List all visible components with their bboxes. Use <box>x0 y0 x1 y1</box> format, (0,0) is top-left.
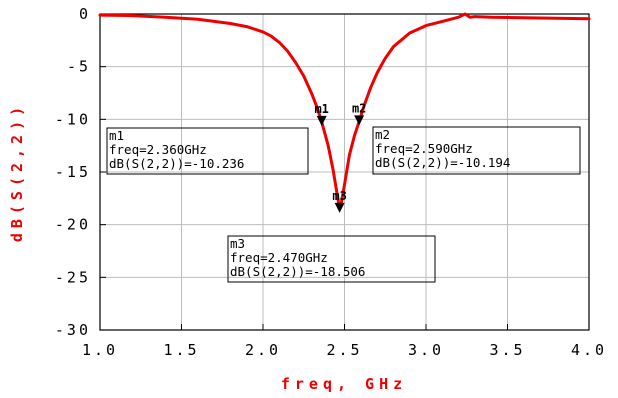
marker-m1-label: m1 <box>314 102 328 116</box>
marker-m3-triangle <box>334 202 345 213</box>
y-tick-label: 0 <box>79 5 91 23</box>
x-tick-label: 3.0 <box>408 341 444 359</box>
readout-m1-line-1: freq=2.360GHz <box>109 142 207 157</box>
marker-layer: m1 m2 m3 <box>314 101 366 213</box>
series-layer <box>98 12 591 211</box>
x-tick-label: 1.0 <box>82 341 118 359</box>
x-tick-label: 2.5 <box>326 341 362 359</box>
y-tick-label: -20 <box>55 216 91 234</box>
readout-m1-line-0: m1 <box>109 128 124 143</box>
x-tick-label: 4.0 <box>571 341 607 359</box>
readout-box-m3 <box>227 235 436 283</box>
series-line-0 <box>98 12 591 211</box>
readout-box-m2 <box>372 126 581 175</box>
readout-m3-line-1: freq=2.470GHz <box>230 250 328 265</box>
y-tick-label: -25 <box>55 268 91 286</box>
marker-readout-layer: m1freq=2.360GHzdB(S(2,2))=-10.236m2freq=… <box>106 126 581 283</box>
y-tick-label: -15 <box>55 163 91 181</box>
marker-m3-label: m3 <box>332 189 346 203</box>
x-tick-label: 1.5 <box>163 341 199 359</box>
readout-m3-line-0: m3 <box>230 236 245 251</box>
marker-m1-triangle <box>316 115 327 126</box>
y-axis-title: dB(S(2,2)) <box>8 102 26 242</box>
x-tick-label: 2.0 <box>245 341 281 359</box>
marker-m2-triangle <box>354 115 365 126</box>
readout-m2-line-0: m2 <box>375 127 390 142</box>
x-axis-title: freq, GHz <box>281 375 407 393</box>
axis-ticks: 1.0 1.5 2.0 2.5 3.0 3.5 4.0 0 -5 -10 -15 -20 -25 -30 <box>55 5 607 359</box>
readout-m3-line-2: dB(S(2,2))=-18.506 <box>230 264 365 279</box>
y-tick-label: -5 <box>67 58 91 76</box>
y-tick-label: -30 <box>55 321 91 339</box>
x-tick-label: 3.5 <box>489 341 525 359</box>
readout-m2-line-1: freq=2.590GHz <box>375 141 473 156</box>
readout-m1-line-2: dB(S(2,2))=-10.236 <box>109 156 244 171</box>
y-tick-label: -10 <box>55 110 91 128</box>
marker-m2-label: m2 <box>352 101 366 115</box>
grid <box>100 14 589 330</box>
readout-m2-line-2: dB(S(2,2))=-10.194 <box>375 155 510 170</box>
readout-box-m1 <box>106 127 309 175</box>
